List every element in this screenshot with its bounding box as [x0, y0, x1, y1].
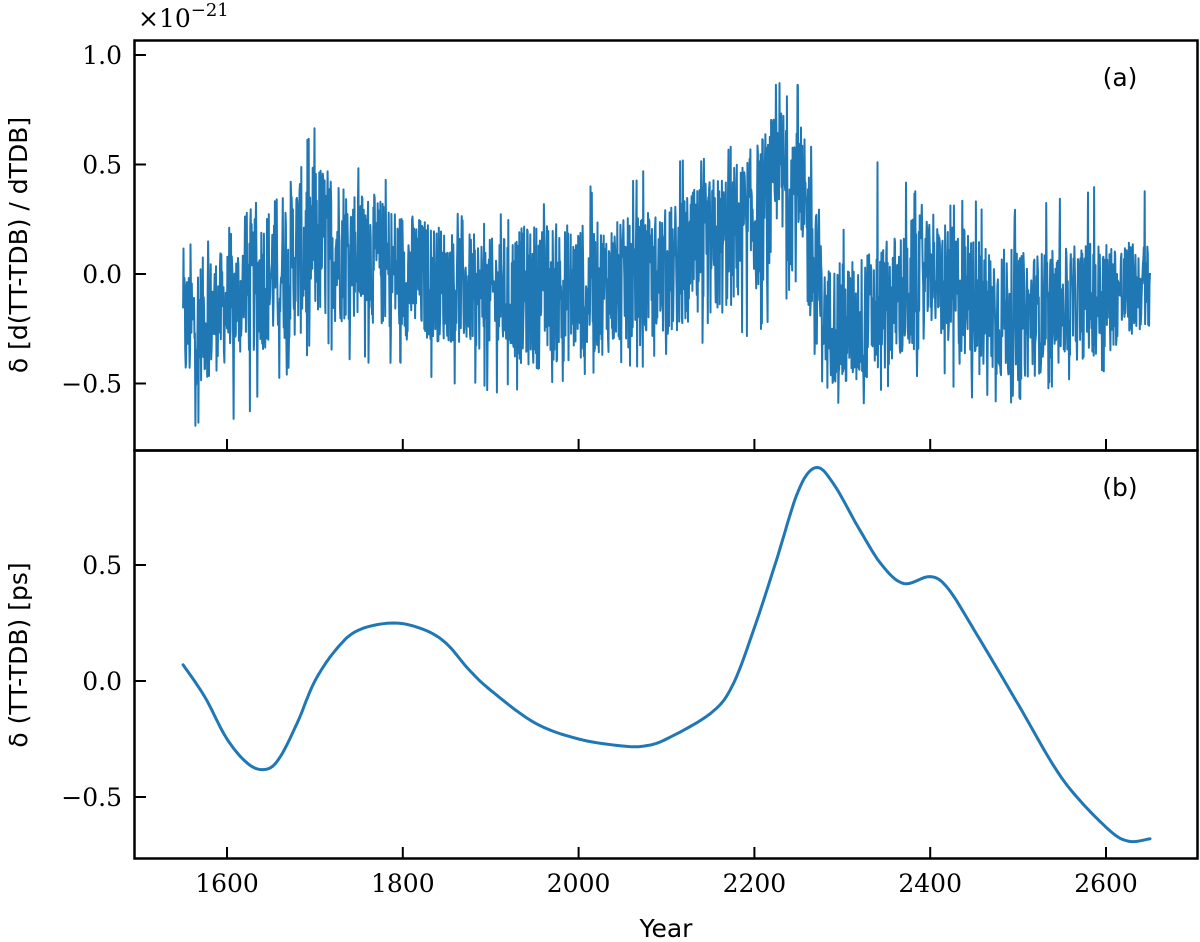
panel-a-y-tick-label: 0.0 — [82, 260, 122, 289]
panel-a-y-tick-label: −0.5 — [61, 370, 122, 399]
panel-a-plot-area — [182, 82, 1151, 427]
x-tick-label: 1600 — [195, 869, 259, 898]
panel-b-y-tick-label: 0.5 — [82, 551, 122, 580]
panel-b: 1600 1800 2000 2200 2400 2600 −0.5 0.0 0.5 (b) δ… — [4, 449, 1199, 942]
panel-a-ticks: −0.5 0.0 0.5 1.0 — [61, 41, 1107, 450]
x-tick-label: 2200 — [723, 869, 787, 898]
panel-b-y-tick-label: −0.5 — [61, 783, 122, 812]
panel-a-label: (a) — [1103, 63, 1138, 92]
panel-a: −0.5 0.0 0.5 1.0 (a) ×10−21 δ [d(TT-TDB) / … — [4, 0, 1199, 452]
x-tick-label: 1800 — [371, 869, 435, 898]
panel-b-ylabel: δ (TT-TDB) [ps] — [4, 562, 33, 747]
x-axis-label: Year — [639, 914, 694, 942]
panel-a-ylabel: δ [d(TT-TDB) / dTDB] — [4, 117, 33, 373]
x-tick-label: 2600 — [1074, 869, 1138, 898]
x-tick-label: 2000 — [547, 869, 611, 898]
panel-b-series-line — [181, 466, 1152, 844]
panel-b-y-tick-label: 0.0 — [82, 667, 122, 696]
panel-a-scale-offset: ×10−21 — [138, 0, 229, 33]
panel-a-y-tick-label: 0.5 — [82, 151, 122, 180]
panel-a-y-tick-label: 1.0 — [82, 41, 122, 70]
x-tick-label: 2400 — [898, 869, 962, 898]
panel-b-frame — [133, 449, 1199, 860]
panel-b-label: (b) — [1102, 473, 1137, 502]
scale-exponent: −21 — [191, 0, 229, 21]
panel-b-ticks: 1600 1800 2000 2200 2400 2600 −0.5 0.0 0.5 — [61, 551, 1138, 898]
panel-a-series-line — [182, 82, 1151, 427]
